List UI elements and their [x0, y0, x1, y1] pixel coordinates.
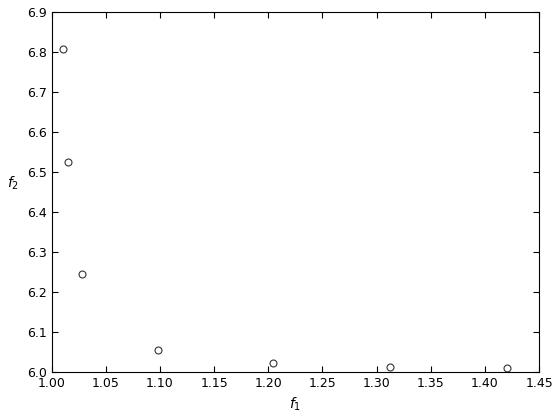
X-axis label: $f_1$: $f_1$	[290, 396, 301, 413]
Y-axis label: $f_2$: $f_2$	[7, 175, 19, 192]
